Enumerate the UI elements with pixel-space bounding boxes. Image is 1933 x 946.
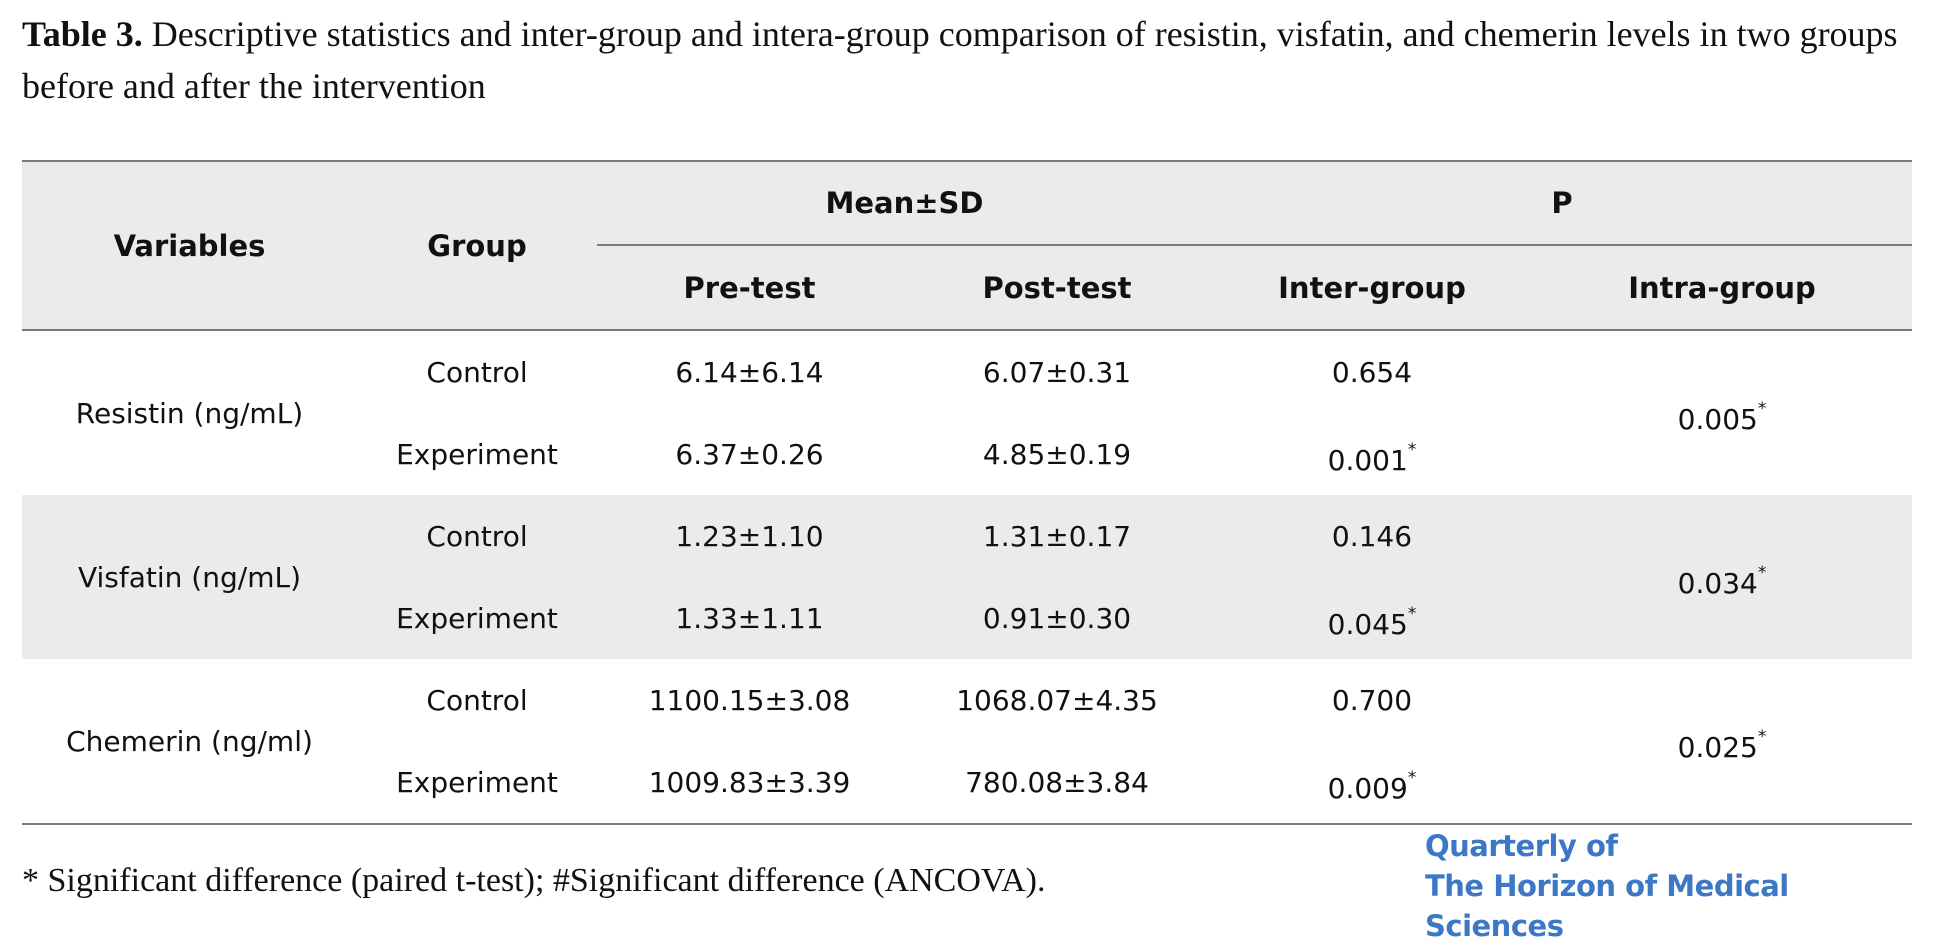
intra-group-cell: 0.025* [1532, 659, 1913, 825]
post-test-cell: 4.85±0.19 [982, 437, 1132, 471]
post-test-cell: 0.91±0.30 [902, 577, 1212, 659]
table-row: Experiment 1009.83±3.39 780.08±3.84 0.00… [22, 741, 1912, 825]
group-cell: Experiment [357, 577, 597, 659]
post-test-cell: 6.07±0.31 [982, 355, 1132, 389]
significance-star: * [1757, 563, 1767, 584]
logo-line-2: The Horizon of Medical Sciences [1425, 869, 1789, 943]
significance-star: * [1407, 440, 1417, 461]
inter-group-cell: 0.654 [1331, 355, 1413, 389]
table-row: Resistin (ng/mL) Control 6.14±6.14 6.07±… [22, 330, 1912, 436]
intra-group-cell: 0.034* [1532, 495, 1913, 659]
inter-group-cell: 0.700 [1331, 683, 1413, 717]
caption-label: Table 3. [22, 14, 143, 54]
inter-group-cell: 0.009* [1212, 741, 1532, 825]
pre-test-cell: 1009.83±3.39 [597, 741, 902, 825]
logo-line-1: Quarterly of [1425, 829, 1618, 863]
table-row: Experiment 6.37±0.26 4.85±0.19 0.001* [22, 413, 1912, 495]
inter-group-cell: 0.146 [1212, 495, 1532, 577]
table-caption: Table 3. Descriptive statistics and inte… [22, 8, 1912, 112]
table-footnote: * Significant difference (paired t-test)… [22, 862, 1046, 899]
table-row: Chemerin (ng/ml) Control 1100.15±3.08 10… [22, 659, 1913, 825]
header-pre-test: Pre-test [597, 245, 902, 331]
variable-cell: Visfatin (ng/mL) [22, 495, 357, 659]
intra-group-cell: 0.005* [1532, 330, 1912, 495]
post-test-cell: 1068.07±4.35 [956, 683, 1158, 717]
header-intra-group: Intra-group [1532, 245, 1913, 331]
inter-group-cell: 0.045* [1212, 577, 1532, 659]
table-row: Visfatin (ng/mL) Control 1.23±1.10 1.31±… [22, 495, 1913, 659]
post-test-cell: 780.08±3.84 [902, 741, 1212, 825]
group-cell: Control [426, 355, 528, 389]
header-inter-group: Inter-group [1212, 245, 1532, 331]
variable-cell: Resistin (ng/mL) [75, 396, 304, 430]
significance-star: * [1757, 399, 1767, 420]
inter-value: 0.009 [1327, 771, 1408, 805]
results-table: Variables Group Mean±SD P Pre-test Post-… [22, 160, 1913, 825]
inter-group-cell: 0.001* [1212, 413, 1532, 495]
inter-value: 0.001 [1327, 443, 1408, 477]
table-row: Experiment 1.33±1.11 0.91±0.30 0.045* [22, 577, 1912, 659]
header-post-test: Post-test [902, 245, 1212, 331]
group-cell: Control [357, 495, 597, 577]
intra-value: 0.025 [1677, 730, 1758, 764]
pre-test-cell: 1100.15±3.08 [648, 683, 851, 717]
header-mean-sd: Mean±SD [597, 160, 1212, 246]
caption-text: Descriptive statistics and inter-group a… [22, 14, 1898, 106]
pre-test-cell: 6.37±0.26 [675, 437, 824, 471]
pre-test-cell: 1.23±1.10 [597, 495, 902, 577]
significance-star: * [1407, 768, 1417, 789]
group-cell: Experiment [357, 741, 597, 825]
pre-test-cell: 6.14±6.14 [675, 355, 824, 389]
journal-logo: Quarterly of The Horizon of Medical Scie… [1425, 826, 1933, 946]
header-group: Group [357, 160, 597, 331]
inter-value: 0.045 [1327, 607, 1408, 641]
post-test-cell: 1.31±0.17 [902, 495, 1212, 577]
intra-value: 0.034 [1677, 566, 1758, 600]
intra-value: 0.005 [1677, 402, 1758, 436]
header-p: P [1212, 160, 1913, 246]
variable-cell: Chemerin (ng/ml) [22, 659, 357, 825]
group-cell: Experiment [396, 437, 558, 471]
significance-star: * [1407, 604, 1417, 625]
pre-test-cell: 1.33±1.11 [597, 577, 902, 659]
group-cell: Control [426, 683, 528, 717]
header-variables: Variables [22, 160, 357, 331]
significance-star: * [1757, 727, 1767, 748]
